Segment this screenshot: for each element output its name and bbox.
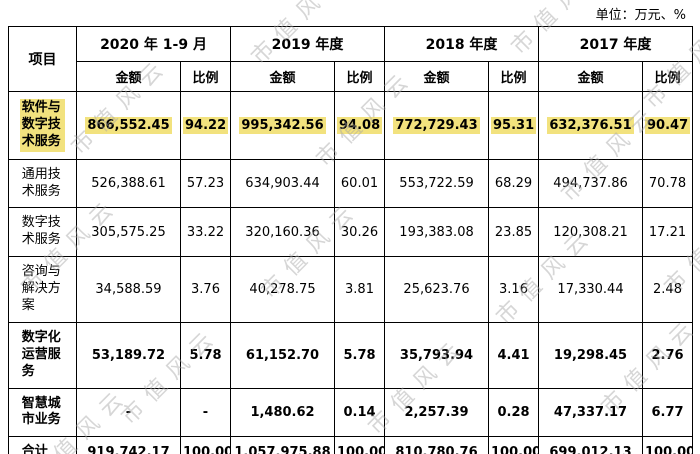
- table-row: 数字化运营服务 53,189.72 5.78 61,152.70 5.78 35,793.…: [8, 321, 694, 389]
- period-header-2019: 2019 年度: [230, 26, 386, 62]
- ratio-value: 100.00: [488, 436, 540, 454]
- subheader-row: 金额 比例 金额 比例 金额 比例 金额 比例: [9, 61, 694, 92]
- ratio-header: 比例: [334, 61, 386, 92]
- row-label: 数字技术服务: [8, 207, 77, 258]
- ratio-value: 57.23: [179, 158, 232, 209]
- ratio-header: 比例: [179, 61, 232, 92]
- amount-value: 494,737.86: [538, 158, 644, 209]
- amount-value: 632,376.51: [538, 91, 644, 160]
- amount-header: 金额: [384, 61, 490, 92]
- ratio-value: 3.76: [179, 256, 232, 323]
- amount-value: 320,160.36: [230, 207, 336, 258]
- ratio-value: 30.26: [334, 207, 386, 258]
- amount-value: 1,480.62: [230, 387, 336, 438]
- row-label: 合计: [8, 436, 77, 454]
- amount-value: 634,903.44: [230, 158, 336, 209]
- row-label: 软件与数字技术服务: [8, 91, 77, 160]
- ratio-value: 0.14: [334, 387, 386, 438]
- unit-note: 单位：万元、%: [595, 8, 686, 23]
- ratio-value: 6.77: [642, 387, 694, 438]
- ratio-value: 100.00: [642, 436, 694, 454]
- ratio-value: 95.31: [488, 91, 540, 160]
- table-row: 软件与数字技术服务 866,552.45 94.22 995,342.56 94.08 7…: [8, 91, 694, 160]
- amount-value: 995,342.56: [230, 91, 336, 160]
- ratio-value: 100.00: [334, 436, 386, 454]
- amount-value: 17,330.44: [538, 256, 644, 323]
- ratio-value: 90.47: [642, 91, 694, 160]
- ratio-value: 68.29: [488, 158, 540, 209]
- amount-value: 526,388.61: [76, 158, 181, 209]
- item-column-header: 项目: [8, 26, 77, 92]
- ratio-value: 3.16: [488, 256, 540, 323]
- ratio-value: 23.85: [488, 207, 540, 258]
- ratio-value: 60.01: [334, 158, 386, 209]
- amount-value: 772,729.43: [384, 91, 490, 160]
- period-header-2017: 2017 年度: [538, 26, 694, 62]
- amount-value: 305,575.25: [76, 207, 181, 258]
- amount-value: 35,793.94: [384, 321, 490, 389]
- amount-value: -: [76, 387, 181, 438]
- revenue-breakdown-table: 项目 2020 年 1-9 月 2019 年度 2018 年度 2017 年度 …: [8, 26, 694, 454]
- ratio-value: 2.76: [642, 321, 694, 389]
- ratio-value: 94.08: [334, 91, 386, 160]
- ratio-value: 4.41: [488, 321, 540, 389]
- table-row: 合计 919,742.17 100.00 1,057,975.88 100.00 810,…: [8, 436, 694, 454]
- amount-value: 120,308.21: [538, 207, 644, 258]
- amount-value: 34,588.59: [76, 256, 181, 323]
- table-row: 数字技术服务 305,575.25 33.22 320,160.36 30.26 193,…: [8, 207, 694, 258]
- amount-value: 25,623.76: [384, 256, 490, 323]
- amount-value: 40,278.75: [230, 256, 336, 323]
- row-label: 通用技术服务: [8, 158, 77, 209]
- ratio-value: 0.28: [488, 387, 540, 438]
- table-row: 智慧城市业务 - -1,480.62 0.14 2,257.39 0.28 47,337.1…: [8, 387, 694, 438]
- amount-header: 金额: [538, 61, 644, 92]
- amount-value: 47,337.17: [538, 387, 644, 438]
- row-label: 智慧城市业务: [8, 387, 77, 438]
- table-row: 通用技术服务 526,388.61 57.23 634,903.44 60.01 553,…: [8, 158, 694, 209]
- ratio-value: 5.78: [334, 321, 386, 389]
- ratio-value: -: [179, 387, 232, 438]
- row-label: 数字化运营服务: [8, 321, 77, 389]
- amount-value: 810,780.76: [384, 436, 490, 454]
- amount-value: 53,189.72: [76, 321, 181, 389]
- amount-value: 866,552.45: [76, 91, 181, 160]
- amount-value: 2,257.39: [384, 387, 490, 438]
- amount-value: 1,057,975.88: [230, 436, 336, 454]
- period-header-2018: 2018 年度: [384, 26, 540, 62]
- amount-value: 19,298.45: [538, 321, 644, 389]
- period-header-row: 项目 2020 年 1-9 月 2019 年度 2018 年度 2017 年度: [8, 26, 694, 92]
- amount-value: 919,742.17: [76, 436, 181, 454]
- ratio-header: 比例: [642, 61, 694, 92]
- ratio-value: 70.78: [642, 158, 694, 209]
- ratio-header: 比例: [488, 61, 540, 92]
- row-label: 咨询与解决方案: [8, 256, 77, 323]
- amount-value: 699,012.13: [538, 436, 644, 454]
- table-row: 咨询与解决方案 34,588.59 3.76 40,278.75 3.81 25,623.…: [8, 256, 694, 323]
- ratio-value: 17.21: [642, 207, 694, 258]
- ratio-value: 5.78: [179, 321, 232, 389]
- ratio-value: 100.00: [179, 436, 232, 454]
- period-header-2020: 2020 年 1-9 月: [75, 26, 232, 62]
- amount-header: 金额: [76, 61, 181, 92]
- ratio-value: 3.81: [334, 256, 386, 323]
- ratio-value: 33.22: [179, 207, 232, 258]
- amount-header: 金额: [230, 61, 336, 92]
- table-body: 软件与数字技术服务 866,552.45 94.22 995,342.56 94.08 7…: [8, 91, 694, 454]
- ratio-value: 2.48: [642, 256, 694, 323]
- amount-value: 553,722.59: [384, 158, 490, 209]
- ratio-value: 94.22: [179, 91, 232, 160]
- amount-value: 193,383.08: [384, 207, 490, 258]
- amount-value: 61,152.70: [230, 321, 336, 389]
